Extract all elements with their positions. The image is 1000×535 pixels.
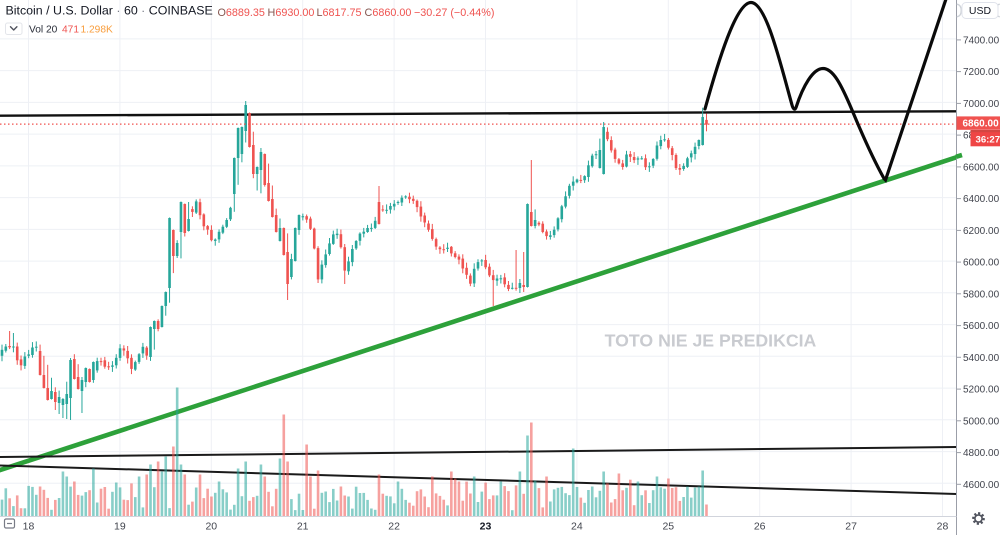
svg-text:27: 27 — [845, 521, 857, 533]
svg-text:18: 18 — [23, 521, 35, 533]
svg-text:6860.00: 6860.00 — [963, 119, 1000, 130]
svg-text:7200.00: 7200.00 — [963, 67, 1000, 78]
svg-text:7000.00: 7000.00 — [963, 99, 1000, 110]
svg-text:24: 24 — [571, 521, 583, 533]
svg-text:36:27: 36:27 — [976, 134, 1000, 145]
svg-text:471: 471 — [62, 25, 79, 36]
svg-text:6000.00: 6000.00 — [963, 258, 1000, 269]
svg-text:22: 22 — [388, 521, 400, 533]
svg-text:5800.00: 5800.00 — [963, 289, 1000, 300]
svg-text:4800.00: 4800.00 — [963, 448, 1000, 459]
svg-text:25: 25 — [662, 521, 674, 533]
svg-text:21: 21 — [297, 521, 309, 533]
svg-text:19: 19 — [114, 521, 126, 533]
svg-text:5400.00: 5400.00 — [963, 353, 1000, 364]
svg-text:1.298K: 1.298K — [81, 25, 113, 36]
svg-text:20: 20 — [205, 521, 217, 533]
svg-text:7400.00: 7400.00 — [963, 36, 1000, 47]
svg-text:4600.00: 4600.00 — [963, 480, 1000, 491]
svg-text:6400.00: 6400.00 — [963, 194, 1000, 205]
svg-text:5200.00: 5200.00 — [963, 385, 1000, 396]
svg-text:28: 28 — [937, 521, 949, 533]
svg-text:USD: USD — [969, 5, 992, 17]
svg-text:23: 23 — [480, 521, 492, 533]
svg-text:5000.00: 5000.00 — [963, 416, 1000, 427]
svg-text:Vol 20: Vol 20 — [29, 25, 58, 36]
svg-text:TOTO NIE JE PREDIKCIA: TOTO NIE JE PREDIKCIA — [605, 331, 817, 351]
svg-text:26: 26 — [754, 521, 766, 533]
svg-text:Bitcoin / U.S. Dollar · 60 · C: Bitcoin / U.S. Dollar · 60 · COINBASE — [6, 3, 213, 17]
svg-text:6200.00: 6200.00 — [963, 226, 1000, 237]
svg-text:6600.00: 6600.00 — [963, 163, 1000, 174]
svg-text:5600.00: 5600.00 — [963, 321, 1000, 332]
